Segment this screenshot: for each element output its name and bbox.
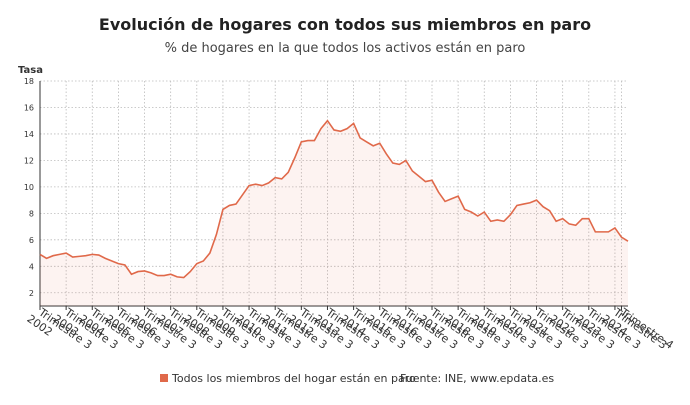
y-tick-label: 8	[29, 209, 34, 218]
y-axis-label: Tasa	[18, 65, 43, 76]
y-tick-label: 16	[24, 103, 34, 112]
legend-swatch	[160, 374, 168, 382]
source: Fuente: INE, www.epdata.es	[400, 372, 554, 385]
legend-label: Todos los miembros del hogar están en pa…	[171, 372, 416, 385]
y-tick-label: 6	[29, 236, 34, 245]
y-tick-label: 4	[29, 262, 34, 271]
y-tick-label: 12	[24, 156, 34, 165]
area	[40, 120, 628, 307]
y-tick-label: 10	[24, 183, 34, 192]
chart-title: Evolución de hogares con todos sus miemb…	[99, 15, 591, 34]
y-tick-label: 14	[24, 130, 34, 139]
y-tick-label: 2	[29, 289, 34, 298]
chart-subtitle: % de hogares en la que todos los activos…	[165, 41, 526, 56]
line	[39, 119, 629, 279]
y-tick-label: 18	[24, 77, 34, 86]
